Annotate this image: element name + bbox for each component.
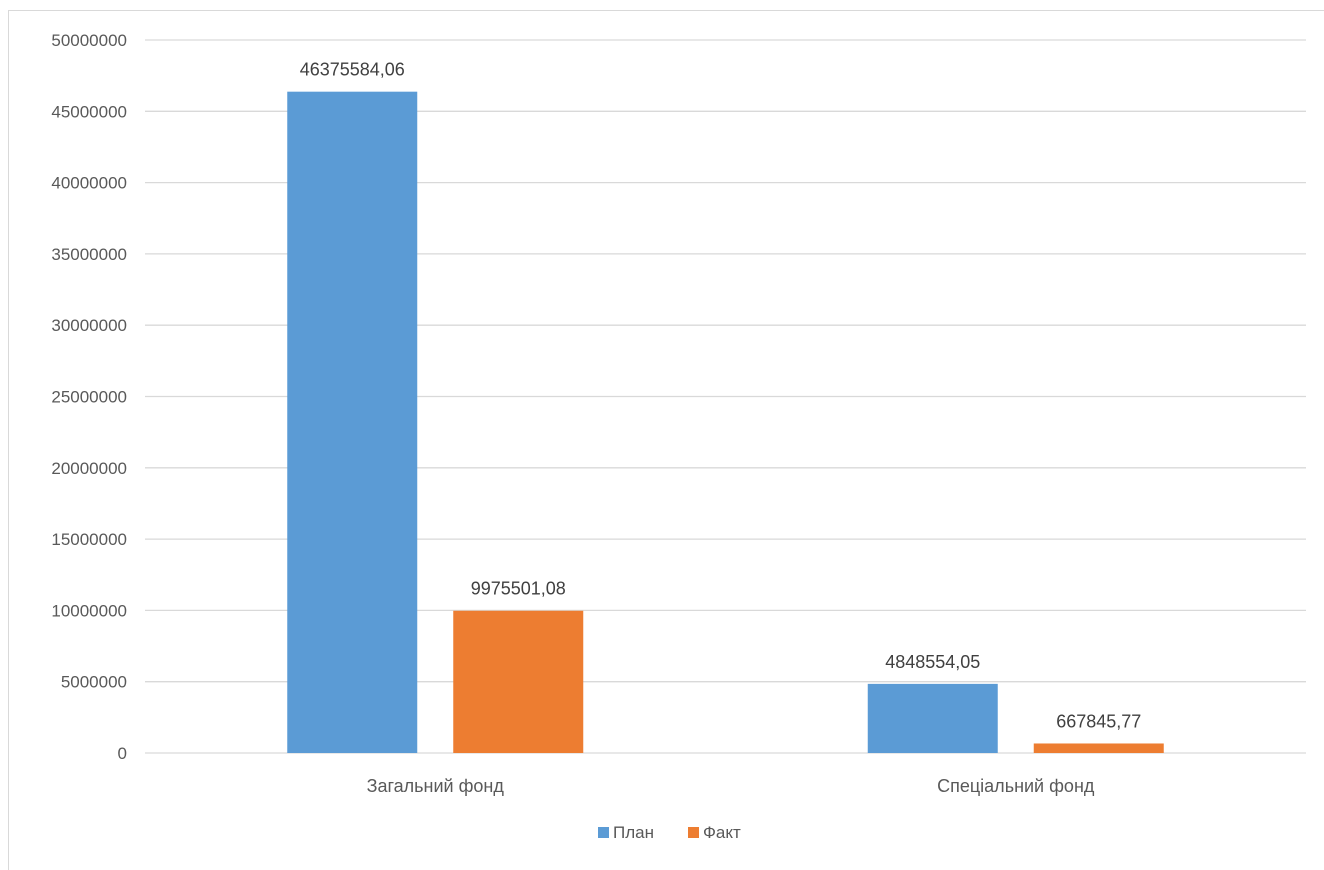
legend-item-plan: План [598, 823, 654, 842]
y-tick-label: 40000000 [51, 174, 127, 193]
y-axis-tick-labels: 0 5000000 10000000 15000000 20000000 25000000… [51, 31, 127, 763]
legend-swatch [688, 827, 699, 838]
category-label: Загальний фонд [367, 776, 505, 796]
x-axis-category-labels: Загальний фонд Спеціальний фонд [367, 776, 1095, 796]
y-tick-label: 15000000 [51, 530, 127, 549]
y-tick-label: 0 [118, 744, 127, 763]
bar-plan-special-fund [867, 683, 998, 753]
legend-swatch [598, 827, 609, 838]
y-tick-label: 35000000 [51, 245, 127, 264]
y-tick-label: 5000000 [61, 673, 127, 692]
bar-fact-general-fund [453, 610, 584, 753]
category-label: Спеціальний фонд [937, 776, 1095, 796]
data-label: 9975501,08 [471, 579, 566, 599]
y-tick-label: 30000000 [51, 316, 127, 335]
y-tick-label: 25000000 [51, 388, 127, 407]
legend-label: План [613, 823, 654, 842]
y-tick-label: 45000000 [51, 102, 127, 121]
data-label: 46375584,06 [300, 60, 405, 80]
y-tick-label: 20000000 [51, 459, 127, 478]
bar-fact-special-fund [1033, 743, 1164, 753]
data-label: 667845,77 [1056, 711, 1141, 731]
y-tick-label: 50000000 [51, 31, 127, 50]
y-tick-label: 10000000 [51, 601, 127, 620]
chart-frame [8, 10, 1324, 870]
data-label: 4848554,05 [885, 652, 980, 672]
legend: План Факт [598, 823, 741, 842]
bar-plan-general-fund [287, 91, 418, 753]
legend-item-fact: Факт [688, 823, 741, 842]
legend-label: Факт [703, 823, 741, 842]
data-labels: 46375584,06 9975501,08 4848554,05 667845,77 [300, 60, 1142, 732]
bars [287, 91, 1164, 753]
